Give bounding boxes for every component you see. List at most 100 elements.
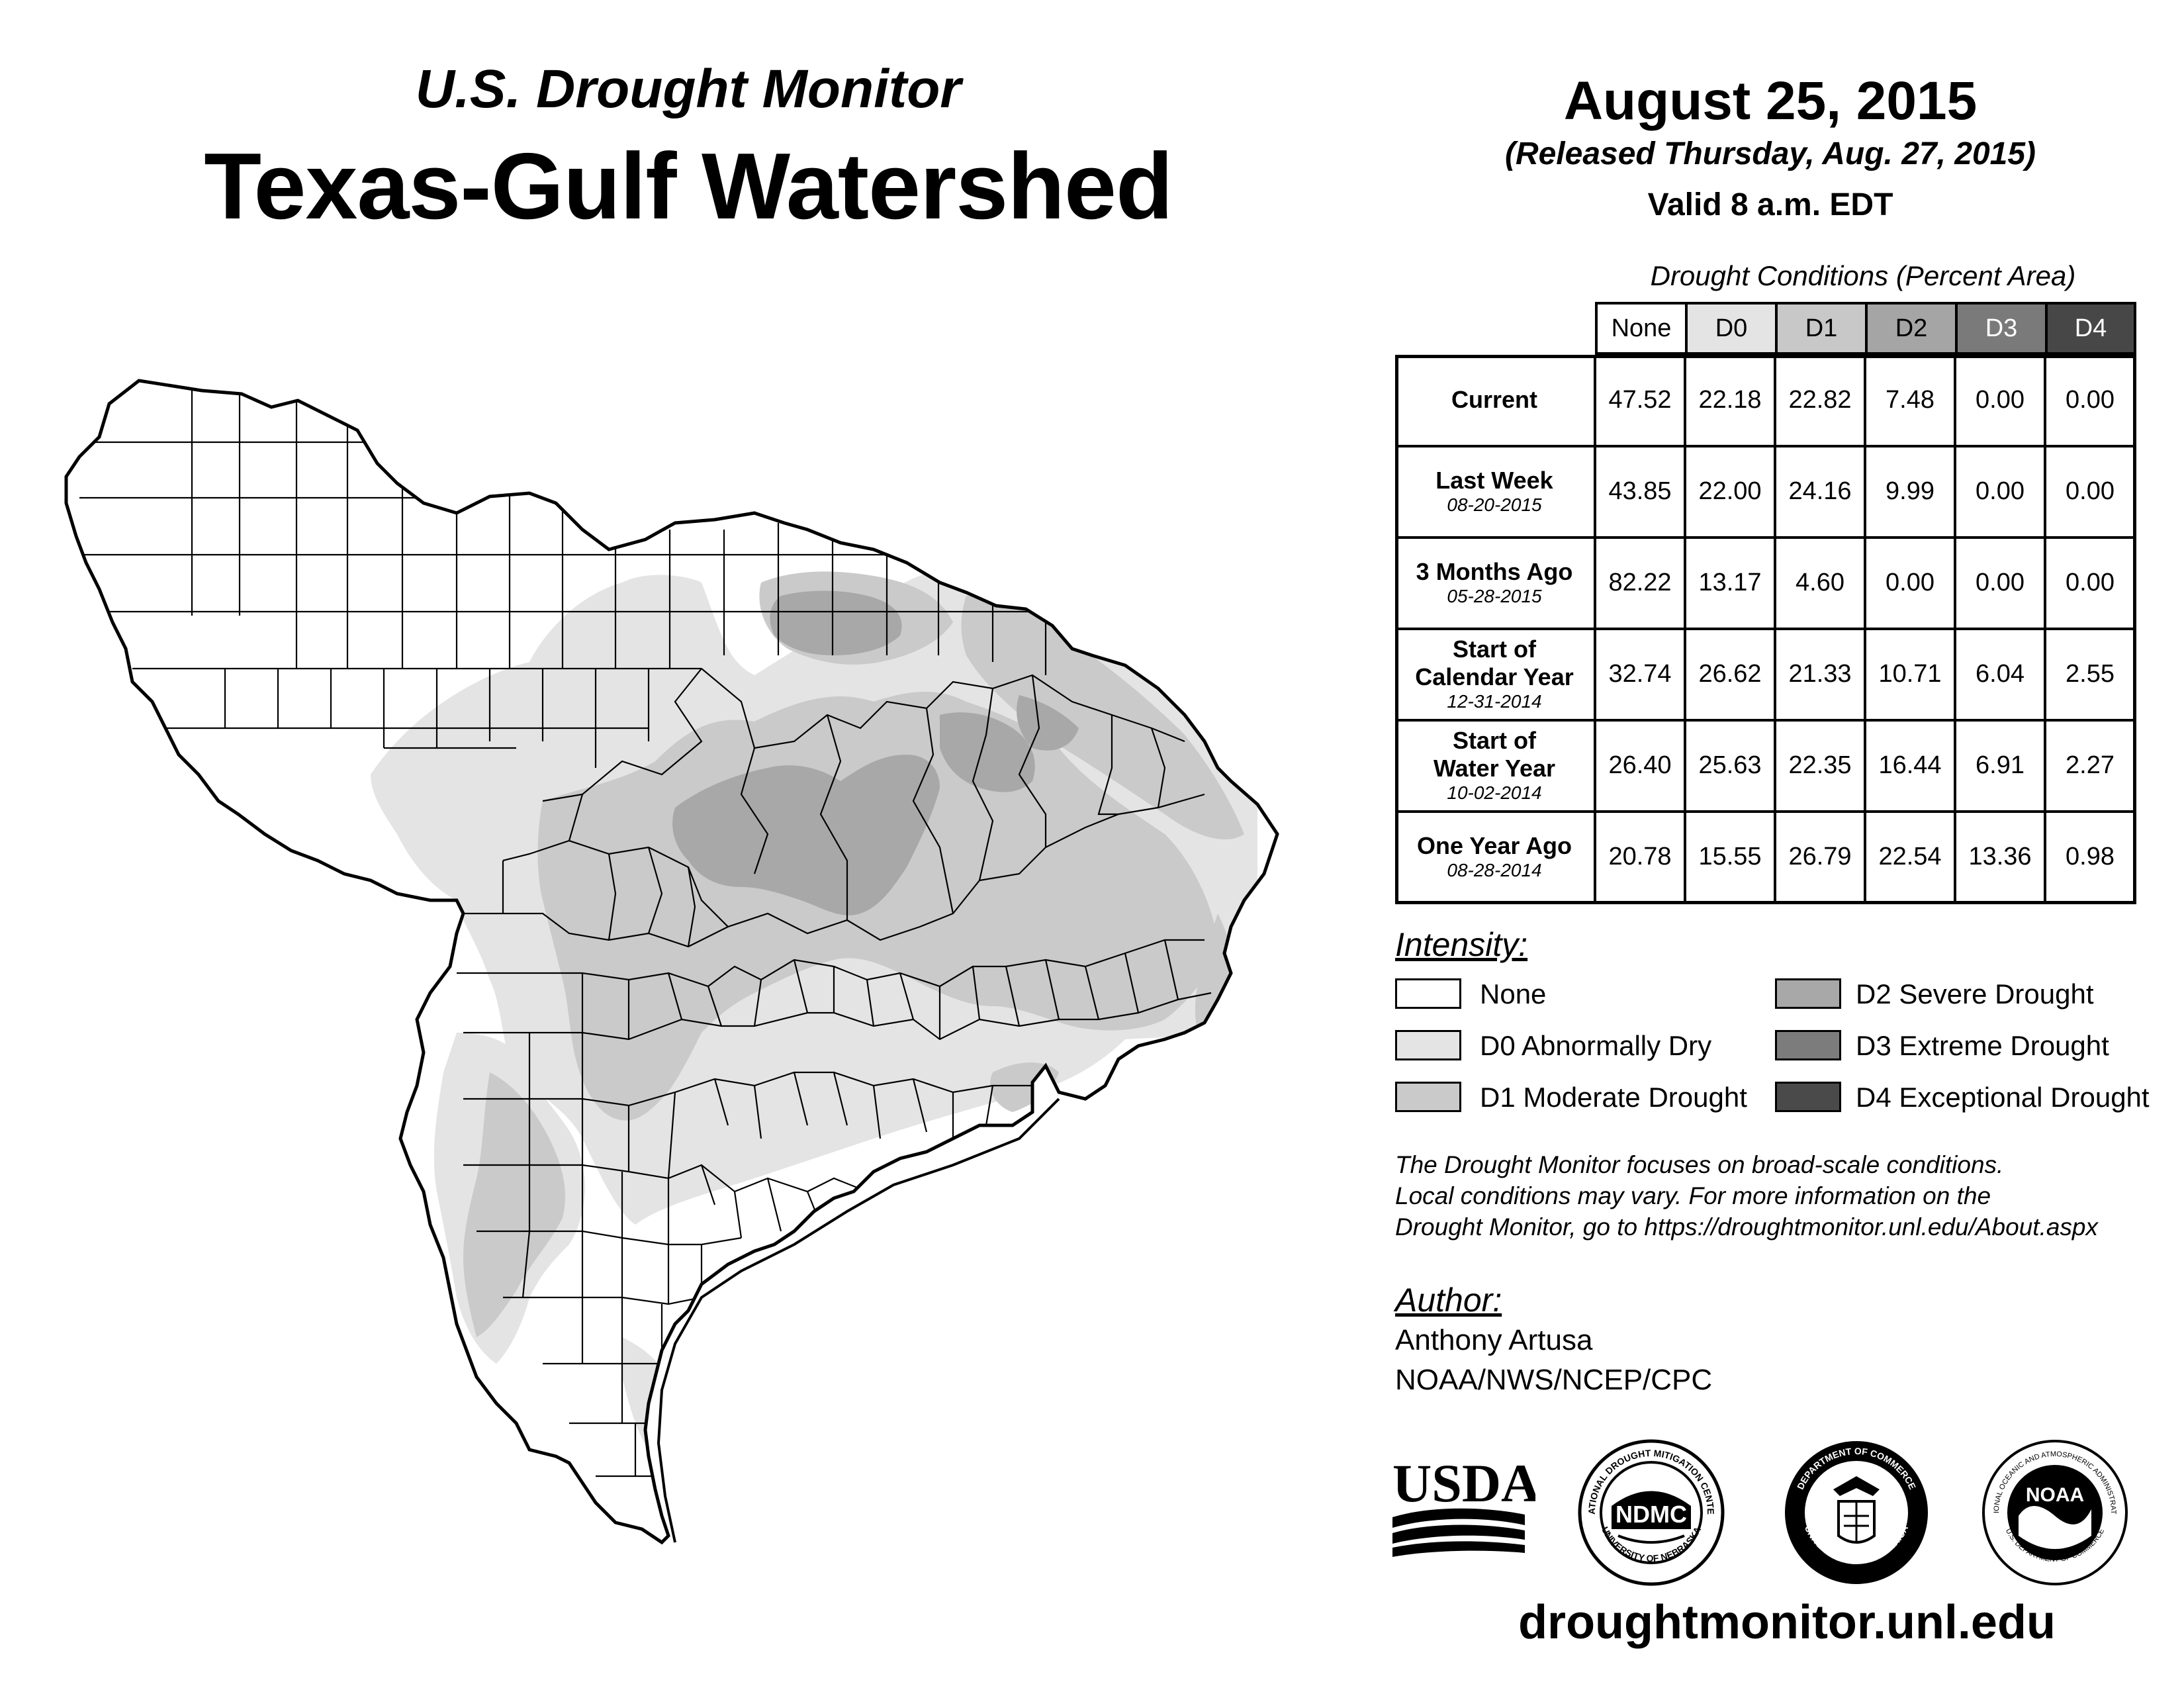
col-none: None (1595, 302, 1688, 355)
note-line: Local conditions may vary. For more info… (1395, 1182, 1991, 1209)
noaa-wordmark: NOAA (2026, 1484, 2084, 1506)
legend-swatch-d3 (1775, 1030, 1841, 1060)
release-date: (Released Thursday, Aug. 27, 2015) (1504, 136, 2036, 171)
value-d3: 6.04 (1976, 659, 2025, 688)
table-row: Last Week 08-20-2015 43.85 22.00 24.16 9… (1395, 446, 2136, 536)
value-d3: 13.36 (1968, 842, 2032, 870)
legend-label-d0: D0 Abnormally Dry (1480, 1030, 1712, 1061)
value-d3: 0.00 (1976, 477, 2025, 505)
legend-swatch-d2 (1775, 978, 1841, 1009)
value-d4: 0.00 (2066, 477, 2115, 505)
row-title: Start of Calendar Year (1415, 635, 1574, 690)
watershed-map (64, 379, 1279, 1545)
col-d3: D3 (1955, 302, 2048, 355)
row-date: 10-02-2014 (1447, 782, 1542, 803)
usda-logo: USDA (1392, 1453, 1535, 1557)
noaa-logo: NATIONAL OCEANIC AND ATMOSPHERIC ADMINIS… (1979, 1436, 2128, 1585)
legend-swatch-d4 (1775, 1082, 1841, 1112)
table-row: Start of Water Year 10-02-2014 26.40 25.… (1395, 720, 2136, 810)
value-d0: 13.17 (1698, 568, 1762, 596)
value-d4: 2.27 (2066, 751, 2115, 779)
col-d4: D4 (2045, 302, 2136, 355)
website-url: droughtmonitor.unl.edu (1518, 1596, 2056, 1649)
value-d0: 22.00 (1698, 477, 1762, 505)
value-none: 82.22 (1608, 568, 1672, 596)
legend-swatch-d0 (1395, 1030, 1461, 1060)
value-d3: 0.00 (1976, 385, 2025, 414)
value-d2: 10.71 (1878, 659, 1942, 688)
row-label: One Year Ago 08-28-2014 (1395, 812, 1594, 902)
ndmc-logo: NATIONAL DROUGHT MITIGATION CENTER UNIVE… (1575, 1436, 1725, 1586)
value-d2: 22.54 (1878, 842, 1942, 870)
row-date: 08-20-2015 (1447, 494, 1542, 515)
value-d3: 6.91 (1976, 751, 2025, 779)
row-label: Current (1395, 355, 1594, 445)
county-lines (79, 381, 1212, 1477)
table-row: Current 47.52 22.18 22.82 7.48 0.00 0.00 (1395, 355, 2136, 445)
table-row: Start of Calendar Year 12-31-2014 32.74 … (1395, 629, 2136, 719)
table-row: One Year Ago 08-28-2014 20.78 15.55 26.7… (1395, 812, 2136, 902)
value-d1: 22.82 (1788, 385, 1852, 414)
table-caption: Drought Conditions (Percent Area) (1650, 260, 2076, 291)
row-title: Last Week (1435, 467, 1553, 494)
watershed-outline (64, 379, 1279, 1545)
value-none: 26.40 (1608, 751, 1672, 779)
valid-time: Valid 8 a.m. EDT (1647, 187, 1893, 222)
legend-label-d1: D1 Moderate Drought (1480, 1082, 1747, 1113)
legend-label-d4: D4 Exceptional Drought (1856, 1082, 2150, 1113)
d2-areas (672, 590, 1079, 915)
value-d0: 22.18 (1698, 385, 1762, 414)
commerce-seal: DEPARTMENT OF COMMERCE UNITED STATES OF … (1785, 1441, 1928, 1584)
row-title: 3 Months Ago (1416, 558, 1573, 585)
value-d1: 26.79 (1788, 842, 1852, 870)
table-row: 3 Months Ago 05-28-2015 82.22 13.17 4.60… (1395, 538, 2136, 628)
row-title: Current (1451, 386, 1537, 413)
author-label: Author: (1395, 1282, 1502, 1319)
value-d4: 0.00 (2066, 568, 2115, 596)
value-none: 47.52 (1608, 385, 1672, 414)
value-d2: 0.00 (1886, 568, 1934, 596)
row-label: Last Week 08-20-2015 (1395, 446, 1594, 536)
author-name: Anthony Artusa (1395, 1324, 1593, 1356)
disclaimer-note: The Drought Monitor focuses on broad-sca… (1395, 1149, 2098, 1243)
row-title: One Year Ago (1416, 832, 1572, 859)
value-d3: 0.00 (1976, 568, 2025, 596)
value-d1: 21.33 (1788, 659, 1852, 688)
table-grid (1395, 355, 2136, 904)
row-label: 3 Months Ago 05-28-2015 (1395, 538, 1594, 628)
row-label: Start of Calendar Year 12-31-2014 (1395, 629, 1594, 719)
ndmc-wordmark: NDMC (1615, 1501, 1687, 1528)
value-d1: 4.60 (1796, 568, 1844, 596)
value-none: 32.74 (1608, 659, 1672, 688)
value-d2: 7.48 (1886, 385, 1934, 414)
value-d2: 9.99 (1886, 477, 1934, 505)
map-date: August 25, 2015 (1563, 71, 1978, 131)
legend-swatch-d1 (1395, 1082, 1461, 1112)
table-header-row: None D0 D1 D2 D3 D4 (1595, 302, 2136, 357)
value-d4: 0.00 (2066, 385, 2115, 414)
note-line: Drought Monitor, go to https://droughtmo… (1395, 1213, 2098, 1241)
value-none: 43.85 (1608, 477, 1672, 505)
barrier-island (657, 1098, 1060, 1543)
value-d0: 26.62 (1698, 659, 1762, 688)
map-subtitle: U.S. Drought Monitor (415, 59, 962, 119)
legend-label-none: None (1480, 978, 1547, 1009)
legend-swatch-none (1395, 978, 1461, 1009)
author-org: NOAA/NWS/NCEP/CPC (1395, 1364, 1713, 1396)
note-line: The Drought Monitor focuses on broad-sca… (1395, 1151, 2004, 1178)
legend-label-d2: D2 Severe Drought (1856, 978, 2094, 1009)
col-d1: D1 (1775, 302, 1868, 355)
value-d0: 15.55 (1698, 842, 1762, 870)
col-d0: D0 (1685, 302, 1778, 355)
value-d1: 22.35 (1788, 751, 1852, 779)
col-d2: D2 (1865, 302, 1958, 355)
legend-title: Intensity: (1395, 926, 1528, 963)
value-d1: 24.16 (1788, 477, 1852, 505)
row-label: Start of Water Year 10-02-2014 (1395, 720, 1594, 810)
value-none: 20.78 (1608, 842, 1672, 870)
value-d0: 25.63 (1698, 751, 1762, 779)
legend-label-d3: D3 Extreme Drought (1856, 1030, 2109, 1061)
row-date: 12-31-2014 (1447, 691, 1542, 712)
value-d4: 2.55 (2066, 659, 2115, 688)
map-title: Texas-Gulf Watershed (204, 134, 1173, 239)
